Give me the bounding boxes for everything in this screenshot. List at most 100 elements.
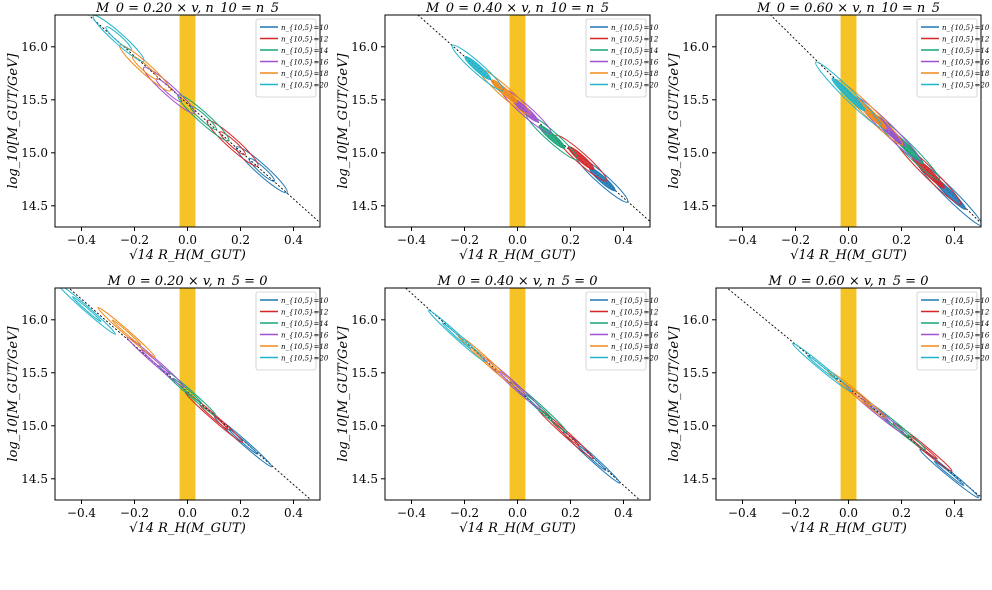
x-axis-label: √14 R_H(M_GUT) (129, 248, 246, 263)
legend-label: n_{10,5}=20 (611, 355, 659, 363)
y-tick-label: 16.0 (682, 313, 709, 327)
y-axis-label: log_10[M_GUT/GeV] (667, 325, 682, 461)
y-tick-label: 15.0 (682, 146, 709, 160)
x-tick-label: 0.0 (508, 233, 527, 247)
plot-area (726, 288, 981, 500)
x-axis-label: √14 R_H(M_GUT) (459, 521, 576, 536)
x-tick-label: 0.4 (284, 506, 303, 520)
legend-label: n_{10,5}=18 (611, 343, 659, 351)
legend-label: n_{10,5}=20 (942, 355, 990, 363)
legend-label: n_{10,5}=12 (281, 309, 329, 317)
legend-label: n_{10,5}=10 (611, 24, 659, 32)
legend-label: n_{10,5}=16 (281, 332, 329, 340)
x-tick-label: −0.4 (67, 506, 97, 520)
legend-label: n_{10,5}=14 (611, 47, 658, 55)
panel-6: −0.4 −0.2 0.0 0.2 0.4 14.5 15.0 15.5 16.0 M_0 = 0… (667, 274, 990, 536)
x-tick-label: 0.4 (945, 233, 964, 247)
x-tick-label: 0.0 (508, 506, 527, 520)
panel-3: −0.4 −0.2 0.0 0.2 0.4 14.5 15.0 15.5 16.0 M_0 = 0… (667, 1, 990, 263)
x-tick-label: 0.4 (614, 233, 633, 247)
legend-label: n_{10,5}=18 (942, 343, 990, 351)
panel-title: M_0 = 0.20 × v, n_5 = 0 (107, 274, 268, 289)
x-tick-label: −0.2 (781, 233, 810, 247)
x-tick-label: 0.0 (839, 233, 858, 247)
contour-inner-1 (934, 460, 965, 487)
y-tick-label: 16.0 (21, 40, 48, 54)
contour-outer-1 (562, 431, 621, 484)
contour-inner-5 (490, 79, 518, 104)
legend-label: n_{10,5}=12 (611, 309, 659, 317)
legend-label: n_{10,5}=14 (611, 320, 658, 328)
contour-outer-5 (97, 306, 156, 359)
contour-inner-1 (577, 444, 607, 471)
contour-inner-6 (831, 77, 866, 112)
reference-line (726, 288, 981, 498)
y-tick-label: 15.5 (682, 366, 709, 380)
y-tick-label: 16.0 (682, 40, 709, 54)
legend-label: n_{10,5}=18 (281, 70, 329, 78)
contour-inner-5 (111, 319, 142, 346)
contour-inner-6 (105, 26, 132, 51)
x-axis-label: √14 R_H(M_GUT) (790, 521, 907, 536)
highlight-band (179, 15, 196, 227)
contour-outer-6 (815, 61, 882, 128)
x-tick-label: −0.2 (781, 506, 810, 520)
x-tick-label: −0.4 (67, 233, 97, 247)
contour-outer-2 (206, 119, 259, 167)
contour-outer-6 (451, 44, 504, 92)
legend-label: n_{10,5}=18 (281, 343, 329, 351)
contour-outer-6 (792, 342, 852, 393)
x-tick-label: −0.4 (728, 233, 758, 247)
y-tick-label: 16.0 (351, 40, 378, 54)
legend-label: n_{10,5}=16 (611, 332, 659, 340)
y-tick-label: 15.0 (21, 146, 48, 160)
legend-label: n_{10,5}=14 (942, 320, 989, 328)
x-axis-label: √14 R_H(M_GUT) (129, 521, 246, 536)
contour-outer-6 (57, 288, 116, 335)
legend-label: n_{10,5}=20 (281, 355, 329, 363)
legend-label: n_{10,5}=20 (942, 82, 990, 90)
x-tick-label: 0.0 (178, 233, 197, 247)
panel-title: M_0 = 0.40 × v, n_5 = 0 (437, 274, 598, 289)
contour-outer-2 (554, 134, 608, 182)
x-tick-label: 0.4 (945, 506, 964, 520)
x-tick-label: −0.2 (450, 233, 479, 247)
panel-4: −0.4 −0.2 0.0 0.2 0.4 14.5 15.0 15.5 16.0 M_0 = 0… (6, 274, 329, 536)
legend-label: n_{10,5}=10 (281, 24, 329, 32)
plot-area (87, 15, 320, 227)
reference-line (404, 288, 641, 500)
y-axis-label: log_10[M_GUT/GeV] (6, 325, 21, 461)
legend-label: n_{10,5}=16 (281, 59, 329, 67)
y-tick-label: 14.5 (351, 472, 378, 486)
legend-label: n_{10,5}=12 (942, 36, 990, 44)
y-tick-label: 14.5 (21, 472, 48, 486)
contour-outer-1 (919, 448, 980, 499)
y-tick-label: 16.0 (21, 313, 48, 327)
legend-label: n_{10,5}=10 (281, 297, 329, 305)
legend-label: n_{10,5}=18 (611, 70, 659, 78)
contour-outer-5 (119, 44, 172, 92)
y-tick-label: 15.0 (351, 146, 378, 160)
x-tick-label: −0.2 (120, 233, 149, 247)
y-axis-label: log_10[M_GUT/GeV] (6, 52, 21, 188)
contour-inner-1 (228, 428, 258, 455)
legend-label: n_{10,5}=18 (942, 70, 990, 78)
panel-2: −0.4 −0.2 0.0 0.2 0.4 14.5 15.0 15.5 16.0 M_0 = 0… (336, 1, 659, 263)
contour-inner-1 (248, 157, 276, 182)
x-axis-label: √14 R_H(M_GUT) (459, 248, 576, 263)
contour-inner-3 (538, 124, 566, 149)
plot-area (769, 15, 981, 227)
highlight-band (840, 15, 857, 227)
legend-label: n_{10,5}=12 (281, 36, 329, 44)
y-tick-label: 15.0 (21, 419, 48, 433)
plot-area (57, 288, 312, 500)
contour-outer-6 (427, 309, 486, 362)
y-axis-label: log_10[M_GUT/GeV] (336, 325, 351, 461)
y-axis-label: log_10[M_GUT/GeV] (667, 52, 682, 188)
legend-label: n_{10,5}=16 (942, 59, 990, 67)
panel-title: M_0 = 0.60 × v, n_5 = 0 (768, 274, 929, 289)
x-tick-label: 0.2 (892, 506, 911, 520)
highlight-band (509, 15, 526, 227)
y-tick-label: 15.5 (21, 93, 48, 107)
contour-inner-2 (907, 434, 938, 460)
